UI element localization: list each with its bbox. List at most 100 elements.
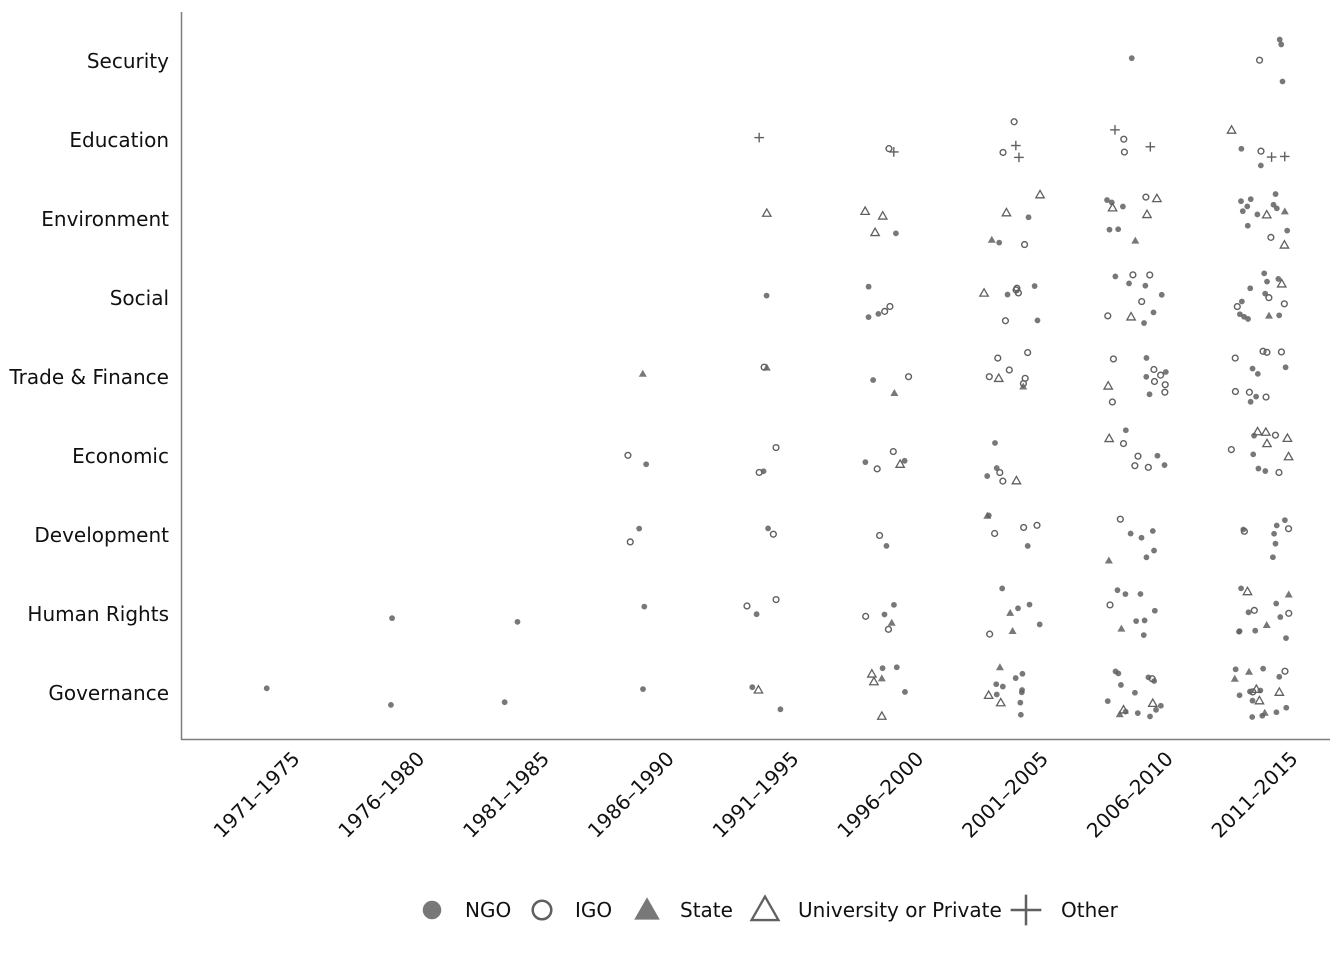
data-point-ngo-113 (1025, 214, 1032, 221)
data-point-igo-240 (1275, 468, 1283, 477)
data-point-ngo-271 (1262, 290, 1269, 297)
data-point-igo-21 (772, 443, 780, 452)
data-point-igo-166 (1157, 371, 1165, 379)
data-point-igo-160 (1161, 388, 1169, 396)
data-point-ngo-285 (1254, 211, 1261, 218)
legend-label-university-or-private: University or Private (798, 898, 1002, 922)
data-point-ngo-165 (1143, 373, 1150, 380)
data-point-ngo-103 (1034, 317, 1041, 324)
data-point-university-or-private-184 (1107, 202, 1118, 212)
data-point-igo-77 (986, 630, 994, 638)
data-point-ngo-149 (1127, 530, 1134, 537)
x-tick-label-1991-1995: 1991–1995 (708, 747, 804, 843)
data-point-other-194 (1110, 125, 1120, 135)
data-point-university-or-private-291 (1226, 124, 1237, 134)
data-point-igo-47 (904, 373, 913, 381)
data-point-other-293 (1279, 151, 1290, 162)
legend-item-other: Other (1010, 894, 1119, 926)
data-point-ngo-122 (1134, 710, 1141, 717)
data-point-igo-84 (991, 529, 999, 538)
data-point-ngo-52 (865, 283, 872, 290)
data-point-ngo-62 (993, 691, 1000, 698)
data-point-igo-85 (1033, 521, 1041, 529)
data-point-ngo-6 (641, 603, 648, 610)
data-point-university-or-private-284 (1261, 209, 1273, 219)
data-point-igo-46 (873, 465, 881, 473)
data-point-ngo-279 (1238, 198, 1244, 205)
data-point-igo-18 (769, 530, 777, 538)
x-tick-label-1986-1990: 1986–1990 (583, 747, 679, 843)
data-point-ngo-78 (999, 585, 1006, 592)
data-point-igo-290 (1257, 147, 1265, 155)
data-point-other-289 (1266, 152, 1277, 162)
data-point-state-201 (1230, 674, 1239, 682)
data-point-igo-162 (1161, 381, 1169, 389)
data-point-igo-249 (1277, 348, 1286, 356)
chart-axes (180, 12, 1330, 741)
data-point-ngo-172 (1141, 320, 1147, 326)
x-tick-label-1971-1975: 1971–1975 (209, 747, 305, 843)
data-point-igo-176 (1104, 312, 1112, 320)
data-point-state-267 (1264, 311, 1273, 319)
data-point-ngo-292 (1257, 162, 1264, 169)
data-point-ngo-266 (1276, 312, 1283, 319)
data-point-ngo-138 (1133, 618, 1140, 625)
legend-item-state: State (634, 897, 733, 922)
data-point-ngo-43 (862, 459, 869, 466)
data-point-ngo-63 (1017, 699, 1024, 706)
legend-label-ngo: NGO (465, 898, 511, 922)
data-point-state-221 (1262, 621, 1271, 629)
data-point-ngo-241 (1255, 465, 1262, 472)
data-point-igo-295 (1255, 56, 1264, 64)
data-point-igo-192 (1120, 135, 1128, 143)
data-point-igo-275 (1267, 233, 1275, 241)
data-point-igo-153 (1144, 463, 1152, 471)
data-point-ngo-171 (1158, 291, 1165, 298)
data-point-igo-95 (994, 354, 1002, 362)
data-point-ngo-234 (1270, 554, 1276, 561)
data-point-ngo-276 (1272, 191, 1279, 197)
data-point-igo-53 (881, 307, 889, 315)
data-point-ngo-227 (1273, 600, 1280, 607)
data-point-ngo-178 (1142, 282, 1149, 289)
data-point-igo-44 (889, 447, 897, 456)
data-point-ngo-260 (1264, 278, 1270, 285)
data-point-ngo-111 (996, 239, 1003, 246)
data-point-ngo-288 (1247, 196, 1254, 203)
data-point-igo-269 (1233, 302, 1241, 311)
data-point-igo-261 (1265, 294, 1273, 302)
data-point-igo-250 (1263, 348, 1271, 356)
data-point-university-or-private-55 (869, 226, 881, 237)
data-point-ngo-132 (1118, 682, 1124, 688)
data-point-ngo-247 (1262, 468, 1269, 474)
data-point-igo-107 (1001, 317, 1010, 325)
data-point-ngo-208 (1260, 665, 1267, 672)
data-point-ngo-195 (1128, 55, 1135, 62)
data-point-university-or-private-69 (995, 697, 1007, 707)
data-point-ngo-161 (1146, 391, 1153, 398)
legend-marker-igo (531, 899, 553, 921)
data-point-ngo-86 (984, 473, 991, 479)
legend-item-igo: IGO (531, 898, 612, 922)
data-point-igo-37 (862, 612, 870, 620)
data-point-igo-91 (996, 468, 1004, 477)
data-point-ngo-12 (749, 684, 756, 691)
data-point-igo-97 (985, 373, 993, 381)
data-point-ngo-212 (1236, 692, 1243, 699)
data-point-ngo-40 (883, 543, 890, 549)
data-point-ngo-200 (1276, 673, 1283, 680)
data-point-igo-152 (1134, 452, 1142, 460)
data-point-ngo-3 (501, 699, 508, 706)
data-point-ngo-7 (636, 525, 643, 532)
legend-marker-other (1010, 894, 1042, 926)
data-point-igo-244 (1227, 445, 1235, 454)
data-points (263, 36, 1294, 720)
data-point-igo-164 (1150, 365, 1158, 374)
data-point-university-or-private-127 (1147, 697, 1159, 708)
data-point-igo-50 (886, 302, 894, 311)
data-point-ngo-142 (1122, 591, 1129, 598)
data-point-igo-10 (624, 451, 632, 459)
data-point-igo-117 (1010, 118, 1018, 126)
x-tick-label-1996-2000: 1996–2000 (832, 747, 928, 843)
